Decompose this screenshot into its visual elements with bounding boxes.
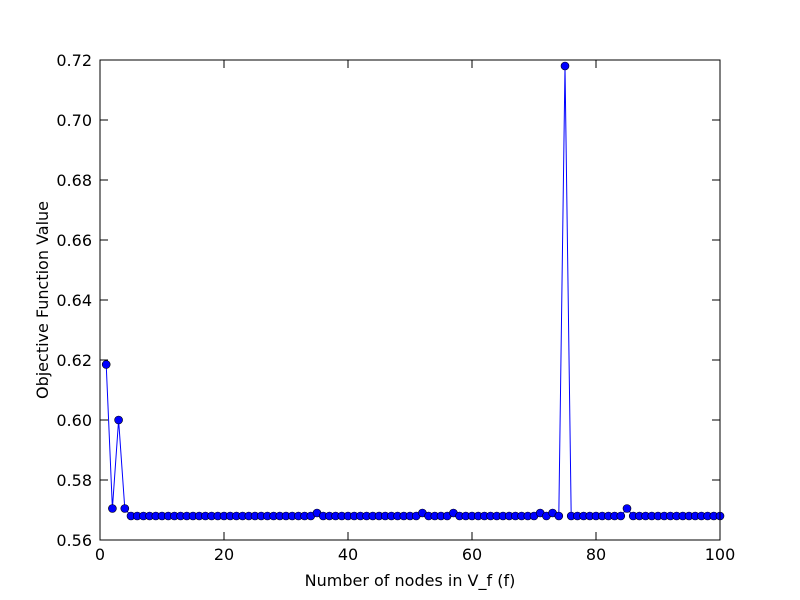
y-tick-label: 0.62 — [56, 351, 92, 370]
data-point — [114, 415, 123, 425]
data-point — [622, 504, 632, 513]
data-point — [108, 504, 117, 513]
x-tick-label: 100 — [705, 545, 736, 564]
y-tick-label: 0.58 — [56, 471, 92, 490]
x-axis-ticks: 0 20 40 60 80 100 — [95, 60, 735, 564]
data-point — [120, 504, 130, 513]
x-tick-label: 0 — [95, 545, 105, 564]
y-tick-label: 0.68 — [56, 171, 92, 190]
x-tick-label: 80 — [586, 545, 606, 564]
x-tick-label: 60 — [462, 545, 482, 564]
y-tick-label: 0.72 — [56, 51, 92, 70]
x-tick-label: 20 — [214, 545, 234, 564]
data-point — [101, 360, 111, 369]
y-axis-ticks: 0.56 0.58 0.60 0.62 0.64 0.66 0.68 0.70 0.72 — [56, 51, 720, 550]
y-tick-label: 0.70 — [56, 111, 92, 130]
y-tick-label: 0.60 — [56, 411, 92, 430]
y-tick-label: 0.64 — [56, 291, 92, 310]
data-point — [616, 511, 626, 521]
y-axis-label: Objective Function Value — [33, 201, 52, 399]
data-point — [554, 511, 564, 521]
y-tick-label: 0.56 — [56, 531, 92, 550]
plot-marks — [101, 61, 725, 521]
data-point — [560, 61, 570, 71]
x-tick-label: 40 — [338, 545, 358, 564]
x-axis-label: Number of nodes in V_f (f) — [305, 571, 516, 591]
y-tick-label: 0.66 — [56, 231, 92, 250]
